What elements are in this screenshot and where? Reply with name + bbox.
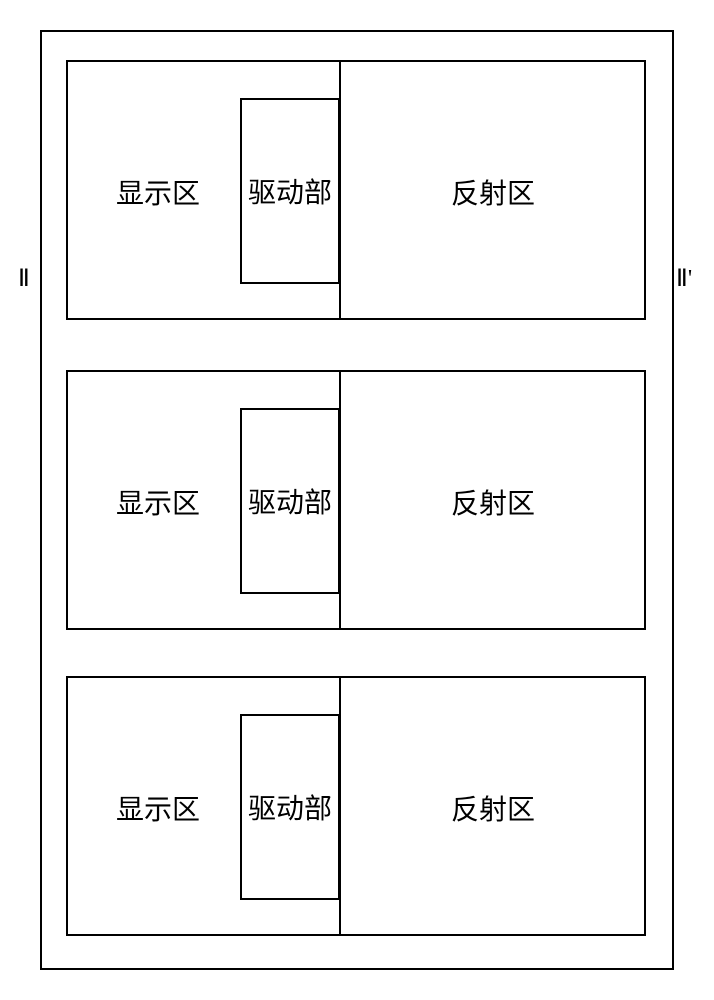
drive-label: 驱动部 [248, 171, 332, 211]
drive-label: 驱动部 [248, 787, 332, 827]
section-label-left: Ⅱ [18, 264, 30, 293]
drive-label: 驱动部 [248, 481, 332, 521]
display-label: 显示区 [108, 790, 208, 826]
reflect-label: 反射区 [443, 790, 543, 826]
pixel-row: 驱动部 显示区 反射区 [66, 676, 646, 936]
drive-region: 驱动部 [240, 714, 340, 900]
reflect-label: 反射区 [443, 174, 543, 210]
drive-region: 驱动部 [240, 98, 340, 284]
reflect-label: 反射区 [443, 484, 543, 520]
pixel-row: 驱动部 显示区 反射区 [66, 370, 646, 630]
pixel-row: 驱动部 显示区 反射区 [66, 60, 646, 320]
section-label-right: Ⅱ' [676, 264, 692, 293]
drive-region: 驱动部 [240, 408, 340, 594]
display-label: 显示区 [108, 174, 208, 210]
display-label: 显示区 [108, 484, 208, 520]
